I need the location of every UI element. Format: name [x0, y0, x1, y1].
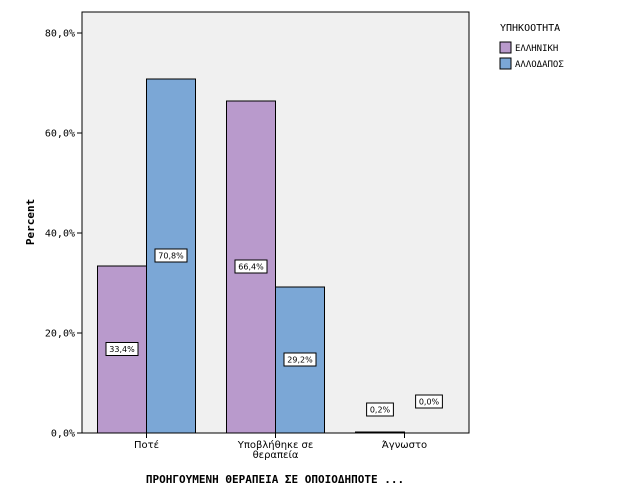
y-tick-label: 80,0%: [45, 29, 75, 40]
data-label-box: [415, 394, 443, 409]
legend-swatch: [499, 41, 512, 54]
y-tick-label: 60,0%: [45, 129, 75, 140]
legend: ΥΠΗΚΟΟΤΗΤΑ ΕΛΛΗΝΙΚΗ ΑΛΛΟΔΑΠΟΣ: [499, 23, 564, 70]
data-label-box: [366, 402, 394, 417]
legend-swatch: [499, 57, 512, 70]
bar: [355, 431, 405, 434]
x-tick-label: θεραπεία: [253, 449, 299, 461]
data-label: 70,8%: [158, 252, 184, 261]
legend-label: ΑΛΛΟΔΑΠΟΣ: [515, 60, 564, 70]
x-tick-label: Υποβλήθηκε σε: [237, 439, 314, 451]
x-axis-title: ΠΡΟΗΓΟΥΜΕΝΗ ΘΕΡΑΠΕΙΑ ΣΕ ΟΠΟΙΟΔΗΠΟΤΕ ...: [146, 473, 404, 486]
data-label: 29,2%: [287, 356, 313, 365]
data-label-box: [154, 248, 188, 263]
data-label: 66,4%: [238, 263, 264, 272]
x-tick-label: Άγνωστο: [382, 439, 427, 451]
data-label: 0,2%: [370, 406, 391, 415]
legend-title: ΥΠΗΚΟΟΤΗΤΑ: [500, 23, 560, 34]
x-tick-label: Ποτέ: [134, 439, 159, 451]
y-tick-label: 20,0%: [45, 329, 75, 340]
y-tick-label: 40,0%: [45, 229, 75, 240]
data-label-box: [234, 259, 268, 274]
data-label-box: [105, 342, 139, 356]
y-tick-label: 0,0%: [51, 429, 75, 440]
legend-label: ΕΛΛΗΝΙΚΗ: [515, 44, 558, 54]
data-label: 0,0%: [419, 398, 440, 407]
data-label-box: [283, 352, 317, 367]
y-axis-title: Percent: [24, 199, 37, 245]
data-label: 33,4%: [109, 345, 135, 354]
